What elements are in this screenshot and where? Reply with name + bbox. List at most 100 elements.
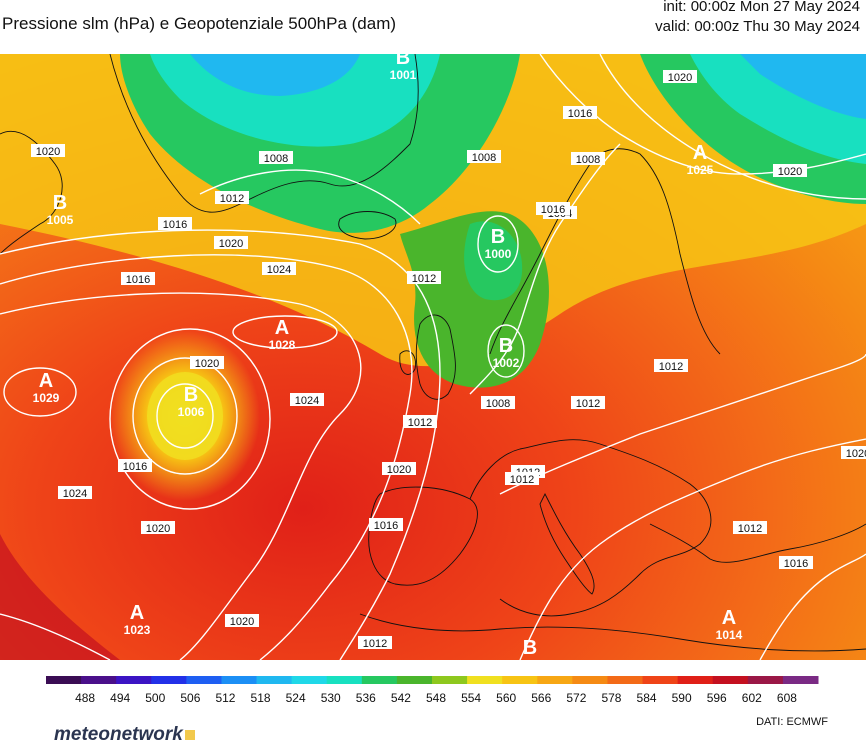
isobar-label-box <box>536 202 570 215</box>
isobar-label-box <box>733 521 767 534</box>
colorbar-tick: 596 <box>707 691 727 705</box>
colorbar-cell <box>291 676 328 684</box>
colorbar-tick: 500 <box>145 691 165 705</box>
pressure-center-letter: A <box>722 607 736 629</box>
italy-coast <box>539 492 595 595</box>
pressure-center-letter: B <box>396 54 410 69</box>
isobar-label-box <box>121 272 155 285</box>
isobar-1012-a <box>519 438 866 660</box>
colorbar-tick: 608 <box>777 691 797 705</box>
labrador-coast <box>0 130 63 255</box>
pressure-center-value: 1001 <box>390 68 417 82</box>
brand-square-icon <box>184 730 195 740</box>
isobar-label-box <box>358 636 392 649</box>
isobar-low-1002 <box>487 324 525 378</box>
colorbar-cell <box>467 676 503 684</box>
colorbar-cell <box>747 676 784 684</box>
greenland-coast <box>109 54 419 213</box>
isobar-label: 1020 <box>846 448 866 460</box>
pressure-center-letter: B <box>523 637 537 659</box>
isobar-1016-c <box>759 553 866 660</box>
isobar-label-box <box>841 446 866 459</box>
colorbar-cell <box>116 676 152 684</box>
isobar-label: 1008 <box>472 152 496 164</box>
isobars <box>0 54 866 660</box>
isobar-label: 1016 <box>163 219 187 231</box>
isobar-label: 1012 <box>510 474 534 486</box>
coastlines <box>0 54 866 652</box>
isobar-high-1029 <box>3 367 77 417</box>
map-title: Pressione slm (hPa) e Geopotenziale 500h… <box>2 14 397 33</box>
pressure-center-letter: B <box>184 384 198 406</box>
isobar-high-1028 <box>232 315 338 349</box>
brand-logo: meteonetwork <box>54 724 195 746</box>
colorbar-tick: 590 <box>672 691 692 705</box>
pressure-center-value: 1006 <box>178 405 205 419</box>
colorbar-tick: 488 <box>75 691 95 705</box>
isobar-label: 1012 <box>408 417 432 429</box>
cold-core-east-inner <box>740 54 866 119</box>
colorbar-cell <box>502 676 538 684</box>
isobar-label-box <box>262 262 296 275</box>
isobar-label-box <box>407 271 441 284</box>
colorbar-tick: 554 <box>461 691 481 705</box>
colorbar-cell <box>677 676 714 684</box>
pressure-center-value: 1014 <box>716 628 743 642</box>
isobar-label-box <box>158 217 192 230</box>
pressure-center-letter: A <box>275 317 289 339</box>
colorbar-cell <box>642 676 679 684</box>
pressure-center-value: 1023 <box>124 623 151 637</box>
isobar-label: 1020 <box>668 72 692 84</box>
pressure-center-letter: B <box>499 335 513 357</box>
isobar-label-box <box>505 472 539 485</box>
colorbar-tick: 548 <box>426 691 446 705</box>
colorbar-tick: 536 <box>356 691 376 705</box>
colorbar-cell <box>151 676 187 684</box>
isobar-label-box <box>571 152 605 165</box>
pressure-center-letter: A <box>130 602 144 624</box>
isobar-1024-outer <box>0 292 362 660</box>
isobar-label: 1024 <box>267 264 291 276</box>
isobar-label: 1020 <box>146 523 170 535</box>
isobar-label-box <box>259 151 293 164</box>
isobar-label: 1024 <box>295 395 319 407</box>
isobar-label-box <box>369 518 403 531</box>
isobar-label: 1016 <box>123 461 147 473</box>
colorbar-cell <box>326 676 363 684</box>
isobar-1020-b <box>599 54 866 200</box>
isobar-label-box <box>481 396 515 409</box>
isobar-label-box <box>290 393 324 406</box>
pressure-center-letter: A <box>693 142 707 164</box>
data-credit: DATI: ECMWF <box>756 716 828 728</box>
pressure-center-letter: B <box>53 192 67 214</box>
colorbar-tick: 506 <box>180 691 200 705</box>
isobar-label: 1024 <box>63 488 87 500</box>
colorbar-cell <box>537 676 573 684</box>
isobar-1008-a <box>469 143 621 395</box>
isobar-label: 1020 <box>387 464 411 476</box>
colorbar-tick: 524 <box>286 691 306 705</box>
isobar-label-box <box>215 191 249 204</box>
isobar-label-box <box>663 70 697 83</box>
greece-turkey-coast <box>649 523 866 563</box>
isobar-low-1000 <box>477 215 519 273</box>
pressure-center-value: 1029 <box>33 391 60 405</box>
isobar-label-group: 1020 1016 1016 1020 1024 1008 1012 1024 1020 1024… <box>31 70 866 650</box>
isobar-label-box <box>214 236 248 249</box>
colorbar-cell <box>361 676 398 684</box>
init-time: init: 00:00z Mon 27 May 2024 <box>663 0 860 15</box>
isobar-label: 1012 <box>412 273 436 285</box>
isobar-label-box <box>467 150 501 163</box>
isobar-label-box <box>779 556 813 569</box>
colorbar-cell <box>607 676 644 684</box>
isobar-label: 1008 <box>576 154 600 166</box>
colorbar-cell <box>712 676 749 684</box>
isobar-label-box <box>773 164 807 177</box>
pressure-center-letter: B <box>491 226 505 248</box>
colorbar-tick: 560 <box>496 691 516 705</box>
colorbar-tick: 578 <box>601 691 621 705</box>
isobar-label-box <box>31 144 65 157</box>
brand-text: meteonetwork <box>54 724 183 745</box>
colorbar-cell <box>46 676 82 684</box>
isobar-label-box <box>190 356 224 369</box>
